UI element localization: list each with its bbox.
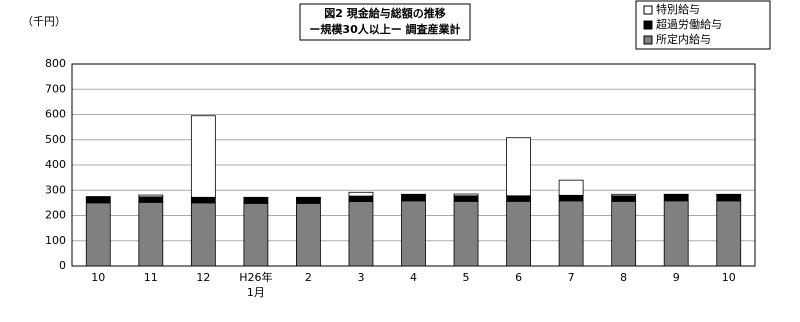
bar-segment	[401, 194, 426, 202]
bar-segment	[296, 202, 321, 267]
legend-label: 超過労働給与	[656, 17, 722, 31]
bar-segment	[716, 193, 742, 196]
bar-segment	[506, 200, 531, 267]
legend-swatch	[643, 35, 653, 45]
x-tick-label: 6	[515, 271, 522, 284]
x-tick-label: 7	[568, 271, 575, 284]
chart-subtitle: ー規模30人以上ー 調査産業計	[309, 22, 460, 36]
bar-segment	[85, 202, 111, 267]
bar-segment	[453, 193, 479, 197]
bar-segment	[296, 197, 321, 204]
bar-segment	[190, 202, 216, 267]
x-tick-label: 9	[673, 271, 680, 284]
x-tick-label: 5	[463, 271, 470, 284]
x-tick-label: 10	[91, 271, 105, 284]
bar-segment	[558, 200, 584, 267]
bar-segment	[348, 195, 374, 203]
bar-segment	[558, 194, 584, 202]
bar-segment	[506, 195, 531, 202]
x-tick-label: 3	[357, 271, 364, 284]
bar-segment	[663, 193, 689, 196]
bar-segment	[716, 194, 742, 202]
bar-segment	[611, 193, 637, 197]
y-tick-label: 200	[45, 209, 66, 222]
x-tick-label: 11	[144, 271, 158, 284]
y-tick-label: 800	[45, 57, 66, 70]
x-tick-label: 8	[620, 271, 627, 284]
bar-segment	[138, 194, 164, 198]
bar-segment	[611, 195, 637, 202]
y-tick-label: 100	[45, 234, 66, 247]
bar-segment	[85, 196, 111, 204]
y-tick-label: 500	[45, 133, 66, 146]
bar-segment	[453, 195, 479, 202]
legend-box	[635, 0, 771, 50]
bar-segment	[348, 201, 374, 267]
bar-segment	[296, 196, 321, 199]
bar-segment	[401, 193, 426, 196]
legend-swatch	[643, 5, 653, 15]
bar-segment	[558, 179, 584, 196]
y-tick-label: 400	[45, 158, 66, 171]
x-tick-label: 12	[196, 271, 210, 284]
bar-segment	[716, 200, 742, 267]
title-box	[299, 3, 471, 41]
x-tick-label: 4	[410, 271, 417, 284]
bar-segment	[243, 196, 269, 199]
bar-segment	[138, 201, 164, 267]
y-tick-label: 600	[45, 108, 66, 121]
bar-segment	[401, 200, 426, 267]
x-tick-label: 2	[305, 271, 312, 284]
legend-swatch	[643, 20, 653, 30]
bar-segment	[138, 196, 164, 203]
bar-segment	[453, 200, 479, 267]
bar-segment	[85, 196, 111, 198]
bar-segment	[190, 115, 216, 198]
y-tick-label: 0	[59, 259, 66, 272]
x-tick-label: 10	[722, 271, 736, 284]
legend-label: 特別給与	[656, 2, 700, 16]
bar-segment	[190, 196, 216, 204]
legend-label: 所定内給与	[656, 32, 711, 46]
bar-segment	[663, 200, 689, 267]
bar-segment	[243, 197, 269, 204]
y-tick-label: 700	[45, 82, 66, 95]
bar-segment	[663, 194, 689, 202]
bar-segment	[506, 137, 531, 197]
bar-segment	[243, 202, 269, 267]
y-tick-label: 300	[45, 183, 66, 196]
bar-segment	[611, 200, 637, 267]
y-axis-label: （千円）	[22, 15, 66, 28]
chart-title: 図2 現金給与総額の推移	[324, 6, 445, 20]
bar-segment	[348, 191, 374, 197]
x-tick-label: H26年 1月	[239, 270, 272, 299]
